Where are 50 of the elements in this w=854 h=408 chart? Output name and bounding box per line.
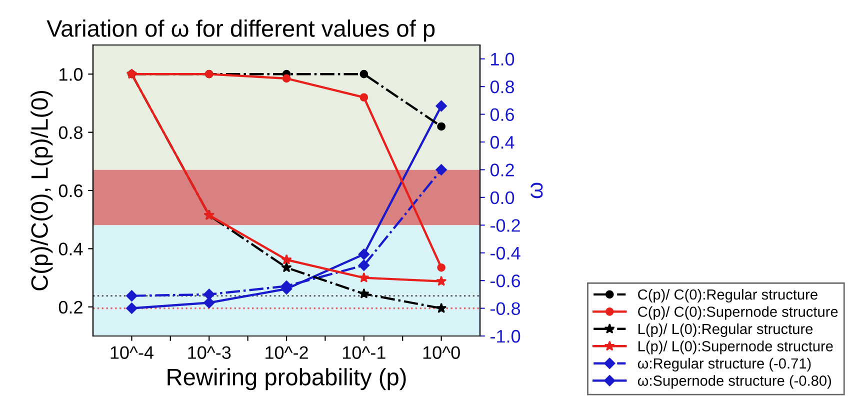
- legend-label: C(p)/ C(0):Regular structure: [638, 288, 818, 303]
- point: [358, 260, 370, 271]
- y2-tick-label: 0.8: [490, 80, 514, 94]
- legend-label: C(p)/ C(0):Supernode structure: [638, 306, 838, 320]
- y-tick-label: 0.6: [58, 184, 82, 198]
- y2-tick-label: -0.4: [490, 246, 520, 260]
- point: [360, 70, 368, 78]
- y2-tick-label: 0.2: [490, 164, 514, 176]
- x-tick-label: 10^-1: [343, 346, 386, 359]
- y2-tick-label: 0.0: [490, 191, 514, 204]
- y-tick-label: 0.8: [58, 126, 82, 140]
- legend-label: L(p)/ L(0):Regular structure: [638, 323, 813, 338]
- y2-tick-label: 0.4: [490, 136, 514, 149]
- point: [437, 263, 446, 272]
- point: [436, 302, 447, 313]
- point: [436, 276, 447, 286]
- x-tick-label: 10^-4: [110, 346, 154, 359]
- y2-tick-label: -0.8: [490, 302, 520, 316]
- legend-label: ω:Supernode structure (-0.80): [638, 375, 831, 389]
- point: [204, 297, 215, 308]
- point: [282, 74, 291, 83]
- y2-tick-label: -1.0: [490, 330, 520, 343]
- y-tick-label: 0.2: [58, 300, 82, 314]
- y2-tick-label: 0.6: [490, 108, 514, 122]
- y2-tick-label: -0.2: [490, 219, 520, 232]
- y2-tick-label: -0.6: [490, 274, 520, 288]
- point: [436, 164, 447, 176]
- y-tick-label: 0.4: [58, 242, 83, 256]
- point: [437, 122, 446, 131]
- point: [126, 302, 138, 314]
- x-tick-label: 10^-2: [266, 346, 308, 359]
- y-tick-label: 1.0: [60, 68, 83, 81]
- x-tick-label: 10^-3: [188, 346, 231, 359]
- y2-axis-title: ω: [530, 182, 543, 198]
- x-axis-title: Rewiring probability (p): [168, 368, 406, 390]
- point: [281, 262, 292, 272]
- legend-label: ω:Regular structure (-0.71): [638, 358, 811, 372]
- legend-label: L(p)/ L(0):Supernode structure: [638, 340, 833, 354]
- x-tick-label: 10^0: [423, 346, 460, 359]
- point: [358, 248, 370, 260]
- point: [358, 288, 370, 298]
- y-axis-title: C(p)/C(0), L(p)/L(0): [30, 90, 53, 290]
- point: [126, 290, 138, 302]
- point: [360, 93, 368, 102]
- y2-tick-label: 1.0: [491, 52, 514, 66]
- point: [358, 272, 370, 282]
- point: [204, 288, 215, 300]
- chart-title: Variation of ω for different values of p: [46, 20, 435, 42]
- point: [281, 254, 292, 264]
- point: [436, 100, 447, 112]
